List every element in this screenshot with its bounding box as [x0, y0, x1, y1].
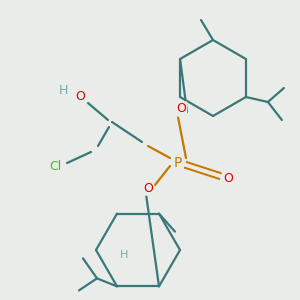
Text: H: H — [58, 85, 68, 98]
Text: P: P — [174, 156, 182, 170]
Text: O: O — [143, 182, 153, 194]
Text: O: O — [223, 172, 233, 184]
Text: O: O — [75, 91, 85, 103]
Text: H: H — [120, 250, 128, 260]
Text: Cl: Cl — [49, 160, 61, 173]
Text: O: O — [176, 103, 186, 116]
